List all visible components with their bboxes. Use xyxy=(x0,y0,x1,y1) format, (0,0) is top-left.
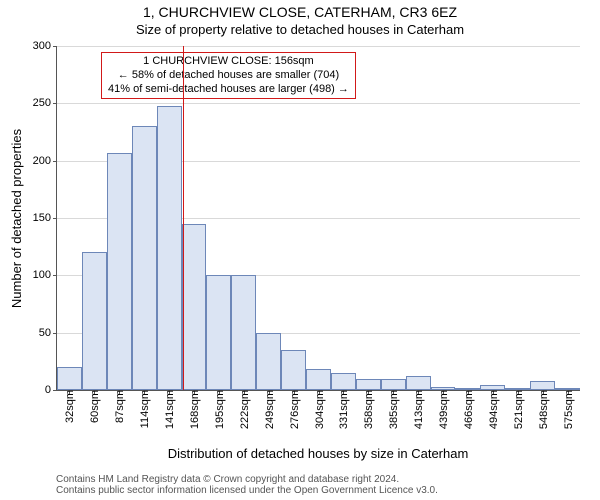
histogram-bar xyxy=(57,367,82,390)
x-tick-label: 141sqm xyxy=(162,390,176,429)
histogram-bar xyxy=(231,275,256,390)
grid-line xyxy=(57,103,580,104)
x-tick-label: 304sqm xyxy=(312,390,326,429)
y-tick-label: 150 xyxy=(33,212,57,224)
histogram-bar xyxy=(381,379,406,390)
y-tick-label: 300 xyxy=(33,40,57,52)
x-tick-label: 331sqm xyxy=(336,390,350,429)
histogram-bar xyxy=(157,106,182,390)
x-tick-label: 358sqm xyxy=(361,390,375,429)
histogram-bar xyxy=(82,252,107,390)
marker-line xyxy=(183,46,184,390)
x-tick-label: 222sqm xyxy=(237,390,251,429)
annotation-line1: 1 CHURCHVIEW CLOSE: 156sqm xyxy=(143,55,314,67)
annotation-line3: 41% of semi-detached houses are larger (… xyxy=(108,83,349,95)
histogram-bar xyxy=(331,373,356,390)
x-tick-label: 276sqm xyxy=(287,390,301,429)
histogram-bar xyxy=(530,381,555,390)
x-tick-label: 521sqm xyxy=(511,390,525,429)
x-tick-label: 60sqm xyxy=(87,390,101,423)
histogram-bar xyxy=(206,275,231,390)
x-tick-label: 439sqm xyxy=(436,390,450,429)
chart-subtitle: Size of property relative to detached ho… xyxy=(0,22,600,37)
histogram-bar xyxy=(132,126,157,390)
x-axis-label: Distribution of detached houses by size … xyxy=(56,446,580,461)
y-tick-label: 250 xyxy=(33,97,57,109)
attribution-line1: Contains HM Land Registry data © Crown c… xyxy=(56,474,399,485)
y-tick-label: 200 xyxy=(33,155,57,167)
y-tick-label: 50 xyxy=(39,327,57,339)
y-tick-label: 0 xyxy=(45,384,57,396)
histogram-bar xyxy=(306,369,331,390)
x-tick-label: 575sqm xyxy=(561,390,575,429)
histogram-bar xyxy=(107,153,132,390)
x-tick-label: 548sqm xyxy=(536,390,550,429)
x-tick-label: 114sqm xyxy=(137,390,151,428)
y-tick-label: 100 xyxy=(33,269,57,281)
x-tick-label: 385sqm xyxy=(386,390,400,429)
x-tick-label: 249sqm xyxy=(262,390,276,429)
x-tick-label: 195sqm xyxy=(212,390,226,429)
histogram-bar xyxy=(256,333,281,390)
y-axis-label: Number of detached properties xyxy=(10,46,24,391)
annotation-line2: ← 58% of detached houses are smaller (70… xyxy=(118,69,339,81)
histogram-bar xyxy=(281,350,306,390)
attribution-line2: Contains public sector information licen… xyxy=(56,485,438,496)
annotation-box: 1 CHURCHVIEW CLOSE: 156sqm ← 58% of deta… xyxy=(101,52,356,99)
x-tick-label: 494sqm xyxy=(486,390,500,429)
x-tick-label: 413sqm xyxy=(411,390,425,429)
chart-title: 1, CHURCHVIEW CLOSE, CATERHAM, CR3 6EZ xyxy=(0,4,600,20)
histogram-bar xyxy=(182,224,207,390)
x-tick-label: 466sqm xyxy=(461,390,475,429)
attribution: Contains HM Land Registry data © Crown c… xyxy=(56,474,580,496)
x-tick-label: 32sqm xyxy=(62,390,76,423)
x-tick-label: 168sqm xyxy=(187,390,201,429)
x-tick-label: 87sqm xyxy=(112,390,126,423)
histogram-bar xyxy=(406,376,431,390)
chart-container: 1, CHURCHVIEW CLOSE, CATERHAM, CR3 6EZ S… xyxy=(0,0,600,500)
grid-line xyxy=(57,46,580,47)
plot-area: 1 CHURCHVIEW CLOSE: 156sqm ← 58% of deta… xyxy=(56,46,580,391)
histogram-bar xyxy=(356,379,381,390)
